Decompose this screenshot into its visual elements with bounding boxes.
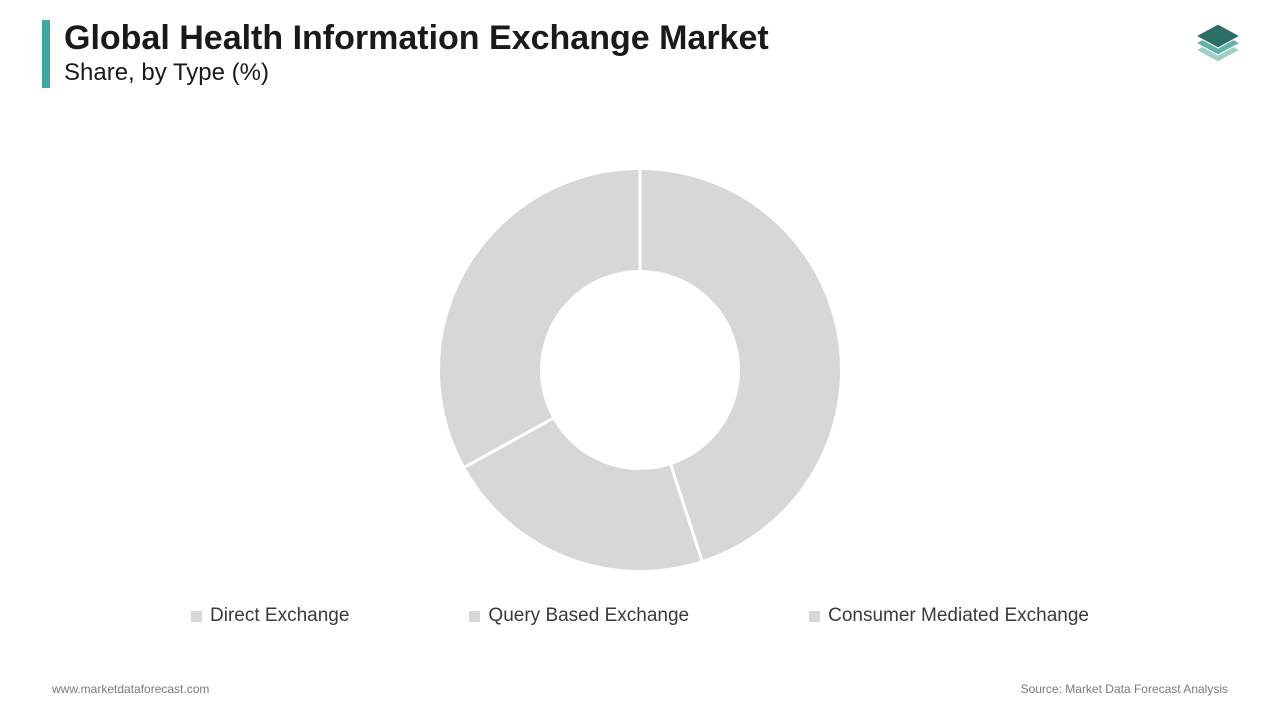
legend-item: Direct Exchange [191, 605, 349, 627]
footer-url: www.marketdataforecast.com [52, 682, 209, 696]
page-root: Global Health Information Exchange Marke… [0, 0, 1280, 720]
legend-swatch [469, 611, 480, 622]
legend-item: Consumer Mediated Exchange [809, 605, 1089, 627]
donut-chart [0, 150, 1280, 590]
brand-logo [1190, 20, 1246, 76]
chart-legend: Direct Exchange Query Based Exchange Consu… [0, 605, 1280, 627]
header: Global Health Information Exchange Marke… [42, 20, 769, 88]
accent-bar [42, 20, 50, 88]
legend-label: Direct Exchange [210, 605, 349, 627]
title-block: Global Health Information Exchange Marke… [64, 20, 769, 88]
legend-swatch [809, 611, 820, 622]
page-subtitle: Share, by Type (%) [64, 59, 769, 88]
layers-icon [1190, 20, 1246, 76]
legend-swatch [191, 611, 202, 622]
page-title: Global Health Information Exchange Marke… [64, 20, 769, 57]
footer-source: Source: Market Data Forecast Analysis [1021, 682, 1228, 696]
donut-svg [420, 150, 860, 590]
legend-item: Query Based Exchange [469, 605, 689, 627]
legend-label: Consumer Mediated Exchange [828, 605, 1089, 627]
legend-label: Query Based Exchange [488, 605, 689, 627]
footer: www.marketdataforecast.com Source: Marke… [0, 682, 1280, 696]
